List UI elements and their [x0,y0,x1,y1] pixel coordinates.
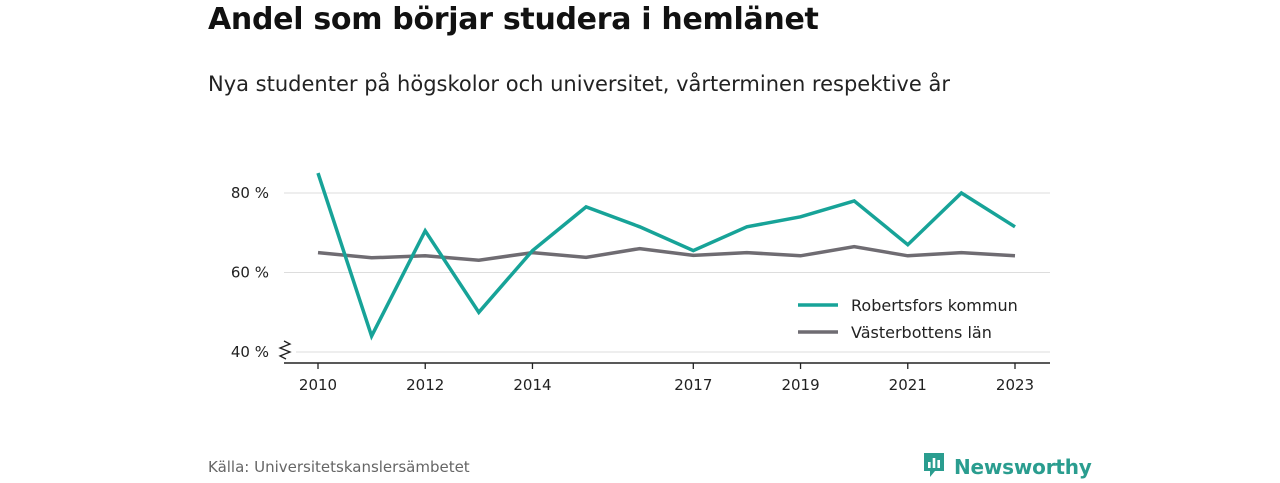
x-tick-label: 2012 [406,376,444,394]
y-axis-ticks: 40 % 60 % 80 % [231,184,292,361]
y-tick-label: 80 % [231,184,269,202]
x-tick-label: 2023 [996,376,1034,394]
x-tick-label: 2014 [513,376,551,394]
series-line-robertsfors-kommun [316,172,1016,341]
legend-label: Robertsfors kommun [851,296,1018,315]
brand-name: Newsworthy [954,455,1092,479]
axis-break-icon [278,340,292,360]
x-tick-label: 2019 [781,376,819,394]
x-tick-label: 2021 [889,376,927,394]
source-note: Källa: Universitetskanslersämbetet [208,458,470,476]
legend-label: Västerbottens län [851,323,992,342]
x-tick-label: 2010 [299,376,337,394]
y-tick-label: 40 % [231,343,269,361]
series-lines [316,172,1016,341]
newsworthy-logo-icon [922,451,946,483]
series-line-västerbottens-län [317,244,1016,262]
gridlines [284,192,1050,353]
brand: Newsworthy [922,451,1092,483]
y-tick-label: 60 % [231,264,269,282]
legend: Robertsfors kommun Västerbottens län [798,296,1018,342]
chart-title: Andel som börjar studera i hemlänet [208,2,819,37]
x-axis: 2010 2012 2014 2017 2019 2021 2023 [284,362,1050,394]
chart-subtitle: Nya studenter på högskolor och universit… [208,72,950,96]
x-tick-label: 2017 [674,376,712,394]
